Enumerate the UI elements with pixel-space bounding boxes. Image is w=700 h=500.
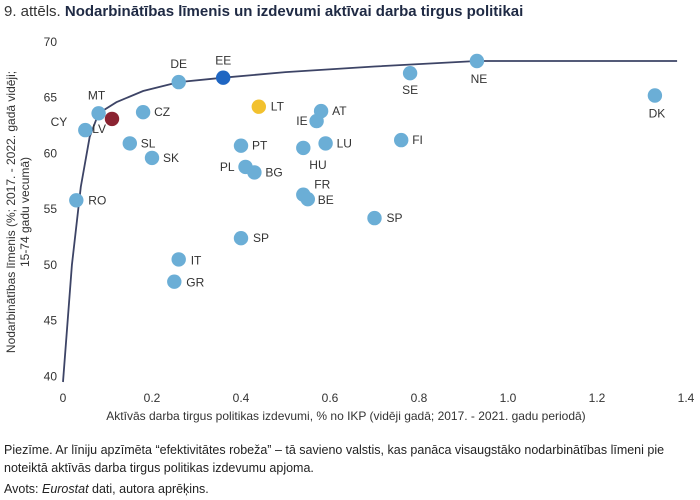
data-label: AT <box>332 104 347 118</box>
data-point <box>367 210 382 226</box>
data-point <box>469 53 485 69</box>
data-label: CZ <box>154 105 170 119</box>
efficiency-frontier-line <box>62 60 678 383</box>
data-point <box>144 150 160 166</box>
data-label: LU <box>337 136 352 150</box>
data-label: BG <box>265 165 282 179</box>
data-label: LT <box>271 100 285 114</box>
x-axis-label: Aktīvās darba tirgus politikas izdevumi,… <box>106 409 585 423</box>
data-point <box>309 113 324 129</box>
data-label: IE <box>296 114 307 128</box>
data-point <box>91 106 106 121</box>
data-point <box>104 111 120 127</box>
data-point <box>394 132 409 148</box>
x-tick-label: 0.8 <box>411 391 428 405</box>
data-label: SK <box>163 151 179 165</box>
data-label: FI <box>412 133 423 147</box>
data-point <box>135 105 151 120</box>
data-point <box>318 136 333 151</box>
chart-title: 9. attēls. Nodarbinātības līmenis un izd… <box>4 3 523 20</box>
data-label: DK <box>649 107 666 121</box>
data-point <box>402 66 418 81</box>
data-label: CY <box>51 115 68 129</box>
y-axis-label: Nodarbinātības līmenis (%; 2017. - 2022.… <box>4 71 32 353</box>
figure-title: Nodarbinātības līmenis un izdevumi aktīv… <box>64 3 524 20</box>
source-suffix: dati, autora aprēķins. <box>88 482 209 496</box>
data-label: SP <box>387 211 403 225</box>
x-tick-label: 0.4 <box>233 391 250 405</box>
data-label: EE <box>215 54 231 68</box>
y-tick-label: 45 <box>44 314 58 328</box>
chart-note: Piezīme. Ar līniju apzīmēta “efektivitāt… <box>4 443 665 475</box>
data-point <box>247 165 262 180</box>
data-point <box>296 140 311 156</box>
data-label: RO <box>88 193 106 207</box>
x-tick-label: 0 <box>60 391 67 405</box>
scatter-chart: 0 0.2 0.4 0.6 0.8 1.0 1.2 1.4 40 45 50 55 60 65 70 Aktī… <box>4 35 695 423</box>
x-tick-label: 1.2 <box>589 391 606 405</box>
data-point <box>167 274 182 289</box>
data-point <box>69 193 84 208</box>
y-tick-label: 60 <box>44 146 58 160</box>
y-tick-label: 50 <box>44 258 58 272</box>
x-tick-label: 0.2 <box>144 391 161 405</box>
data-point <box>300 192 315 207</box>
figure-number: 9. attēls. <box>4 3 61 20</box>
data-point <box>78 122 93 138</box>
x-tick-label: 1.4 <box>678 391 695 405</box>
data-label: BE <box>318 193 334 207</box>
x-tick-label: 0.6 <box>322 391 339 405</box>
y-tick-label: 55 <box>44 202 58 216</box>
source-prefix: Avots: <box>4 482 42 496</box>
data-point <box>122 136 137 151</box>
y-tick-label: 40 <box>44 369 58 383</box>
data-label: MT <box>88 88 106 102</box>
data-label: SP <box>253 231 269 245</box>
source-name: Eurostat <box>41 482 89 496</box>
data-point <box>171 74 186 90</box>
data-label: DE <box>170 57 187 71</box>
x-tick-label: 1.0 <box>500 391 517 405</box>
data-point <box>171 252 186 267</box>
data-label: LV <box>92 122 106 136</box>
chart-source: Avots: Eurostat dati, autora aprēķins. <box>4 482 209 496</box>
data-label: HU <box>309 158 326 172</box>
data-point <box>647 88 663 103</box>
y-tick-label: 70 <box>44 35 58 49</box>
y-tick-label: 65 <box>44 91 58 105</box>
data-point <box>233 231 249 246</box>
data-label: IT <box>191 253 202 267</box>
data-point <box>216 70 231 85</box>
data-label: PL <box>220 160 235 174</box>
data-label: NE <box>471 72 488 86</box>
data-point <box>233 138 249 153</box>
data-point <box>251 99 266 114</box>
data-label: FR <box>314 178 330 192</box>
data-label: PT <box>252 139 268 153</box>
data-label: GR <box>186 276 204 290</box>
data-label: SL <box>141 136 156 150</box>
data-label: SE <box>402 83 418 97</box>
